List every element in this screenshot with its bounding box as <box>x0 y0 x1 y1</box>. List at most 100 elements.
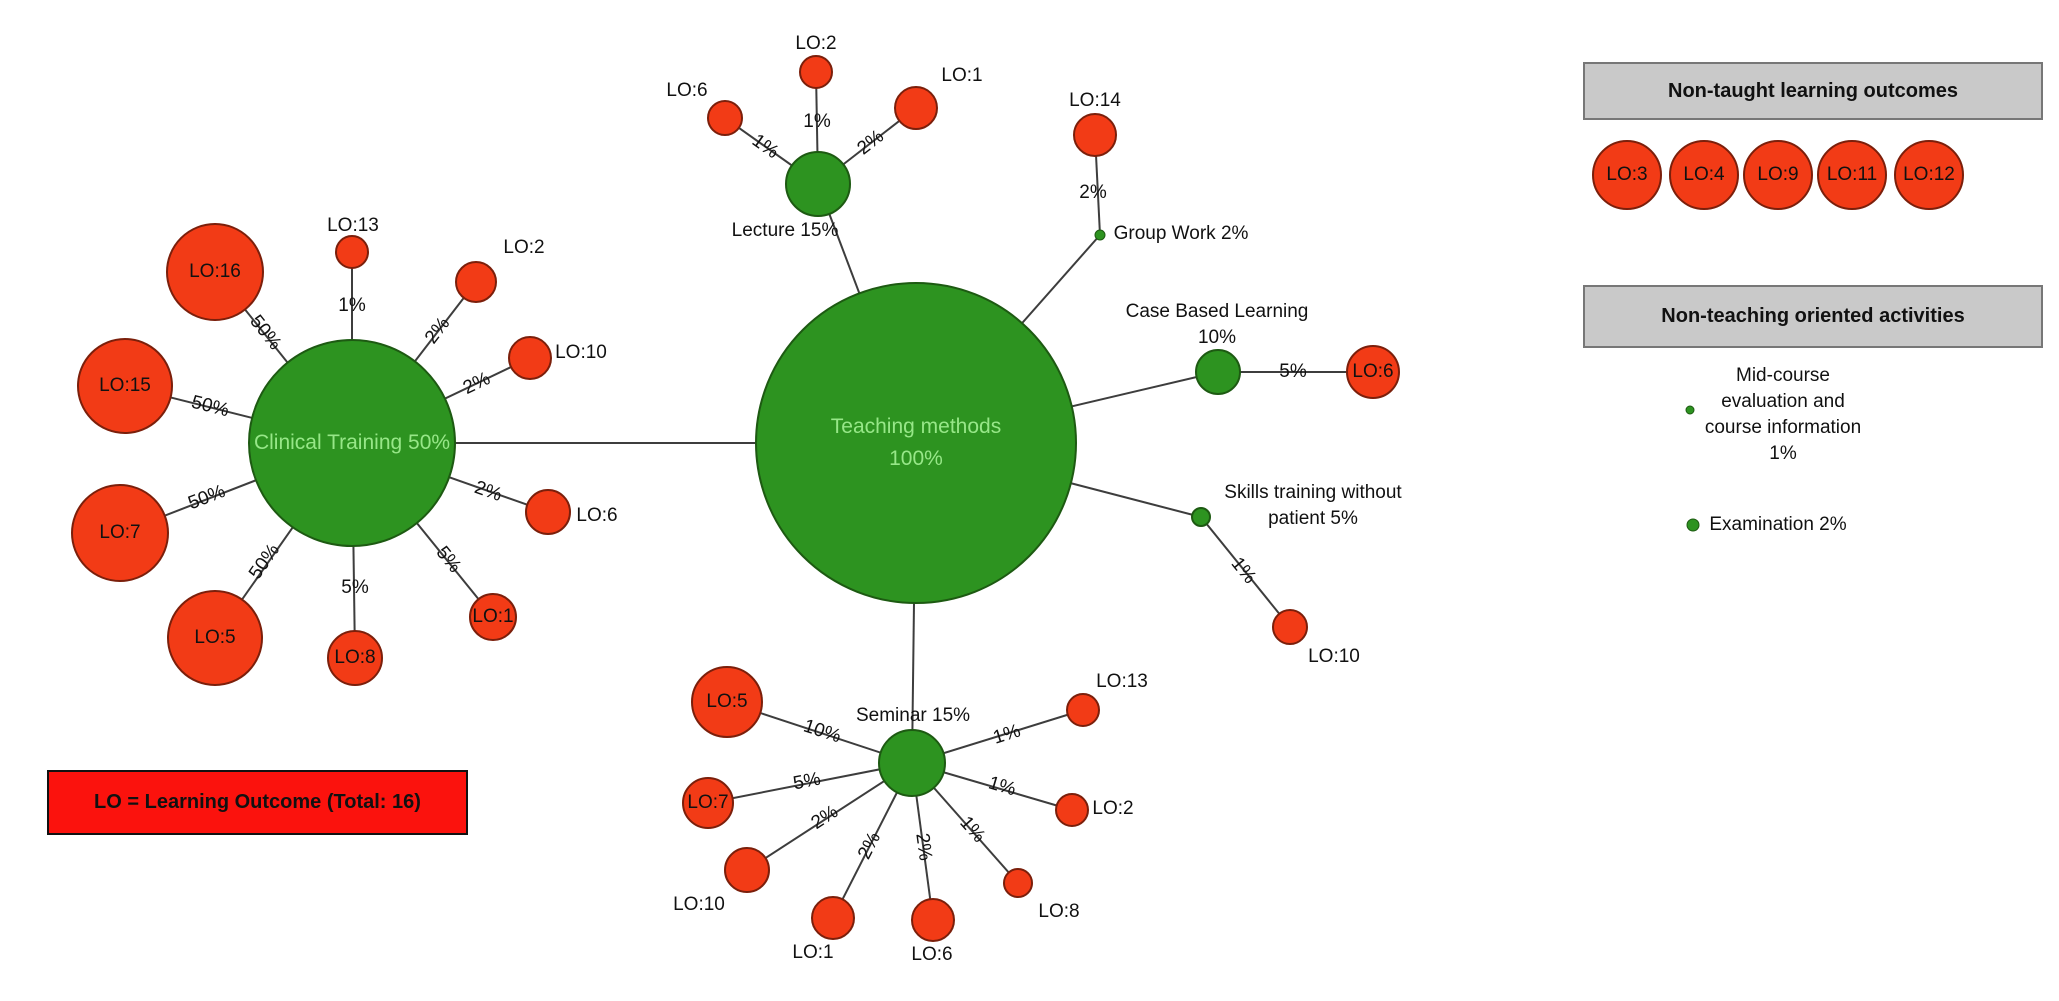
clinical-lo7-node-label-line: LO:7 <box>99 522 141 543</box>
edge-label-seminar-se13: 1% <box>990 720 1024 749</box>
lecture-lo6-node-circle <box>707 100 743 136</box>
lecture-node-label: Lecture 15% <box>732 218 839 244</box>
case-based-learning-node-circle <box>1195 349 1241 395</box>
seminar-lo13-node-label: LO:13 <box>1096 669 1148 695</box>
edge-label-seminar-se1: 2% <box>853 828 886 863</box>
seminar-lo2-node-label-line: LO:2 <box>1092 798 1134 819</box>
clinical-lo5-node-label-line: LO:5 <box>194 627 236 648</box>
lecture-lo1-node-label: LO:1 <box>941 63 982 89</box>
skills-training-node-label: Skills training without patient 5% <box>1224 480 1401 532</box>
seminar-lo1-node-label: LO:1 <box>792 940 833 966</box>
mid-course-evaluation-node-label-line: course information <box>1704 417 1862 438</box>
seminar-lo8-node-circle <box>1003 868 1033 898</box>
clinical-lo8-node-label-line: LO:8 <box>334 647 376 668</box>
seminar-lo8-node-label-line: LO:8 <box>1038 901 1080 922</box>
edge-label-skills-s10: 1% <box>1226 553 1261 588</box>
clinical-training-node-label-line: Clinical Training 50% <box>253 431 451 454</box>
seminar-lo10-node-label-line: LO:10 <box>673 894 725 915</box>
groupwork-lo14-node-label: LO:14 <box>1069 88 1121 114</box>
edge-label-seminar-se10: 2% <box>807 801 842 834</box>
clinical-lo15-node-circle <box>77 338 173 434</box>
edge-label-clinical-c15: 50% <box>189 391 232 422</box>
non-taught-lo9-node-label-line: LO:9 <box>1757 164 1799 185</box>
groupwork-lo14-node-label-line: LO:14 <box>1069 90 1121 111</box>
examination-node-circle <box>1686 518 1700 532</box>
clinical-lo13-node-circle <box>335 235 369 269</box>
clinical-lo6-node-label-line: LO:6 <box>576 505 618 526</box>
teaching-methods-node-label: Teaching methods 100% <box>831 411 1001 475</box>
skills-lo10-node-label-line: LO:10 <box>1308 646 1360 667</box>
teaching-methods-node-circle <box>755 282 1077 604</box>
examination-node-label-line: Examination 2% <box>1709 514 1847 535</box>
clinical-lo5-node-label: LO:5 <box>194 625 235 651</box>
seminar-lo6-node-label-line: LO:6 <box>911 944 953 965</box>
edge-seminar-se7 <box>707 762 913 804</box>
skills-training-node-label-line: patient 5% <box>1268 508 1358 529</box>
skills-training-node-circle <box>1191 507 1211 527</box>
group-work-node-label-line: Group Work 2% <box>1113 223 1249 244</box>
non-taught-lo12-node-label: LO:12 <box>1903 162 1955 188</box>
non-taught-lo4-node-circle <box>1669 140 1739 210</box>
clinical-lo5-node-circle <box>167 590 263 686</box>
lecture-lo6-node-label: LO:6 <box>666 78 707 104</box>
clinical-lo16-node-circle <box>166 223 264 321</box>
lecture-lo2-node-circle <box>799 55 833 89</box>
lecture-lo1-node-label-line: LO:1 <box>941 65 983 86</box>
edge-label-lecture-l6: 1% <box>748 130 783 164</box>
clinical-lo2-node-label: LO:2 <box>503 235 544 261</box>
skills-training-node-label-line: Skills training without <box>1224 482 1402 503</box>
lecture-lo1-node-circle <box>894 86 938 130</box>
edge-label-clinical-c2: 2% <box>420 313 455 348</box>
edge-label-clinical-c10: 2% <box>459 368 494 399</box>
clinical-lo16-node-label-line: LO:16 <box>189 261 241 282</box>
case-based-learning-node-label-line: Case Based Learning <box>1125 301 1309 322</box>
non-taught-lo9-node-circle <box>1743 140 1813 210</box>
mid-course-evaluation-node-circle <box>1685 405 1695 415</box>
non-taught-lo3-node-label: LO:3 <box>1606 162 1647 188</box>
seminar-lo10-node-label: LO:10 <box>673 892 725 918</box>
seminar-lo6-node-circle <box>911 898 955 942</box>
teaching-methods-node-label-line: 100% <box>889 447 943 470</box>
non-teaching-activities-header: Non-teaching oriented activities <box>1583 285 2043 348</box>
non-taught-lo11-node-label-line: LO:11 <box>1826 164 1878 185</box>
seminar-node-label: Seminar 15% <box>856 703 970 729</box>
edge-label-seminar-se7: 5% <box>791 768 823 795</box>
groupwork-lo14-node-circle <box>1073 113 1117 157</box>
lecture-lo2-node-label: LO:2 <box>795 31 836 57</box>
edge-label-cbl-cb6: 5% <box>1279 361 1307 382</box>
clinical-lo7-node-label: LO:7 <box>99 520 140 546</box>
seminar-lo10-node-circle <box>724 847 770 893</box>
seminar-lo1-node-label-line: LO:1 <box>792 942 834 963</box>
clinical-lo15-node-label-line: LO:15 <box>99 375 151 396</box>
edge-label-groupwork-g14: 2% <box>1079 182 1107 203</box>
non-taught-lo12-node-circle <box>1894 140 1964 210</box>
cbl-lo6-node-label-line: LO:6 <box>1352 361 1394 382</box>
case-based-learning-node-label: Case Based Learning 10% <box>1126 299 1309 351</box>
edge-label-clinical-c13: 1% <box>338 295 366 316</box>
lecture-node-circle <box>785 151 851 217</box>
clinical-lo1-node-label-line: LO:1 <box>472 606 514 627</box>
clinical-lo8-node-circle <box>327 630 383 686</box>
edge-label-seminar-se8: 1% <box>955 812 990 847</box>
lecture-lo6-node-label-line: LO:6 <box>666 80 708 101</box>
clinical-lo13-node-label: LO:13 <box>327 213 379 239</box>
edge-label-clinical-c5: 50% <box>245 540 285 584</box>
edge-label-clinical-c16: 50% <box>245 311 286 355</box>
lo-legend-box: LO = Learning Outcome (Total: 16) <box>47 770 468 835</box>
mid-course-evaluation-node-label-line: Mid-course <box>1736 365 1830 386</box>
clinical-lo7-node-circle <box>71 484 169 582</box>
seminar-lo1-node-circle <box>811 896 855 940</box>
clinical-lo6-node-circle <box>525 489 571 535</box>
seminar-lo7-node-circle <box>682 777 734 829</box>
non-taught-lo12-node-label-line: LO:12 <box>1903 164 1955 185</box>
clinical-training-node-circle <box>248 339 456 547</box>
seminar-lo7-node-label: LO:7 <box>687 790 728 816</box>
non-taught-outcomes-header: Non-taught learning outcomes <box>1583 62 2043 120</box>
edge-label-seminar-se6: 2% <box>911 831 936 862</box>
clinical-training-node-label: Clinical Training 50% <box>254 427 450 459</box>
mid-course-evaluation-node-label-line: evaluation and <box>1721 391 1845 412</box>
cbl-lo6-node-circle <box>1346 345 1400 399</box>
seminar-lo2-node-label: LO:2 <box>1092 796 1133 822</box>
